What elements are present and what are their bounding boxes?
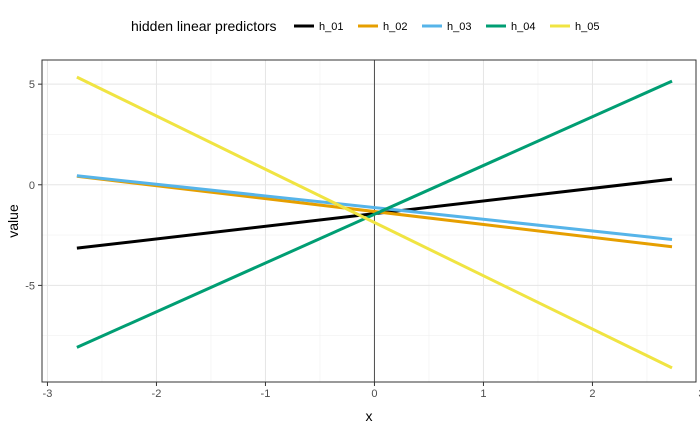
- legend-item-h-01: h_01: [294, 21, 343, 33]
- x-tick-label: 3: [698, 388, 700, 400]
- series-line-h-02: [76, 174, 673, 249]
- series-line-h-04: [76, 79, 673, 349]
- x-tick-label: -3: [43, 388, 53, 400]
- y-tick-label: 5: [29, 79, 35, 91]
- legend-label-h-05: h_05: [575, 21, 599, 33]
- x-tick-label: -1: [261, 388, 271, 400]
- x-tick-label: 0: [371, 388, 377, 400]
- legend-title: hidden linear predictors: [131, 18, 277, 34]
- x-tick-label: 1: [480, 388, 486, 400]
- x-axis: -3 -2 -1 0 1 2 3: [43, 382, 700, 400]
- x-tick-label: 2: [589, 388, 595, 400]
- legend-item-h-05: h_05: [550, 21, 599, 33]
- legend-label-h-01: h_01: [319, 21, 343, 33]
- y-tick-label: -5: [25, 280, 35, 292]
- y-tick-label: 0: [29, 180, 35, 192]
- legend-label-h-03: h_03: [447, 21, 471, 33]
- x-axis-title: x: [366, 408, 373, 424]
- series-line-h-03: [76, 174, 673, 242]
- legend-item-h-04: h_04: [486, 21, 535, 33]
- legend: hidden linear predictors h_01 h_02 h_03 h_0…: [131, 18, 599, 34]
- y-axis-title: value: [5, 204, 21, 238]
- legend-label-h-02: h_02: [383, 21, 407, 33]
- panel-border: [41, 59, 697, 383]
- x-tick-label: -2: [152, 388, 162, 400]
- legend-item-h-03: h_03: [422, 21, 471, 33]
- legend-item-h-02: h_02: [358, 21, 407, 33]
- series-line-h-05: [76, 75, 673, 370]
- plot-panel: [41, 59, 697, 383]
- y-axis: -5 0 5: [25, 79, 42, 292]
- legend-label-h-04: h_04: [511, 21, 535, 33]
